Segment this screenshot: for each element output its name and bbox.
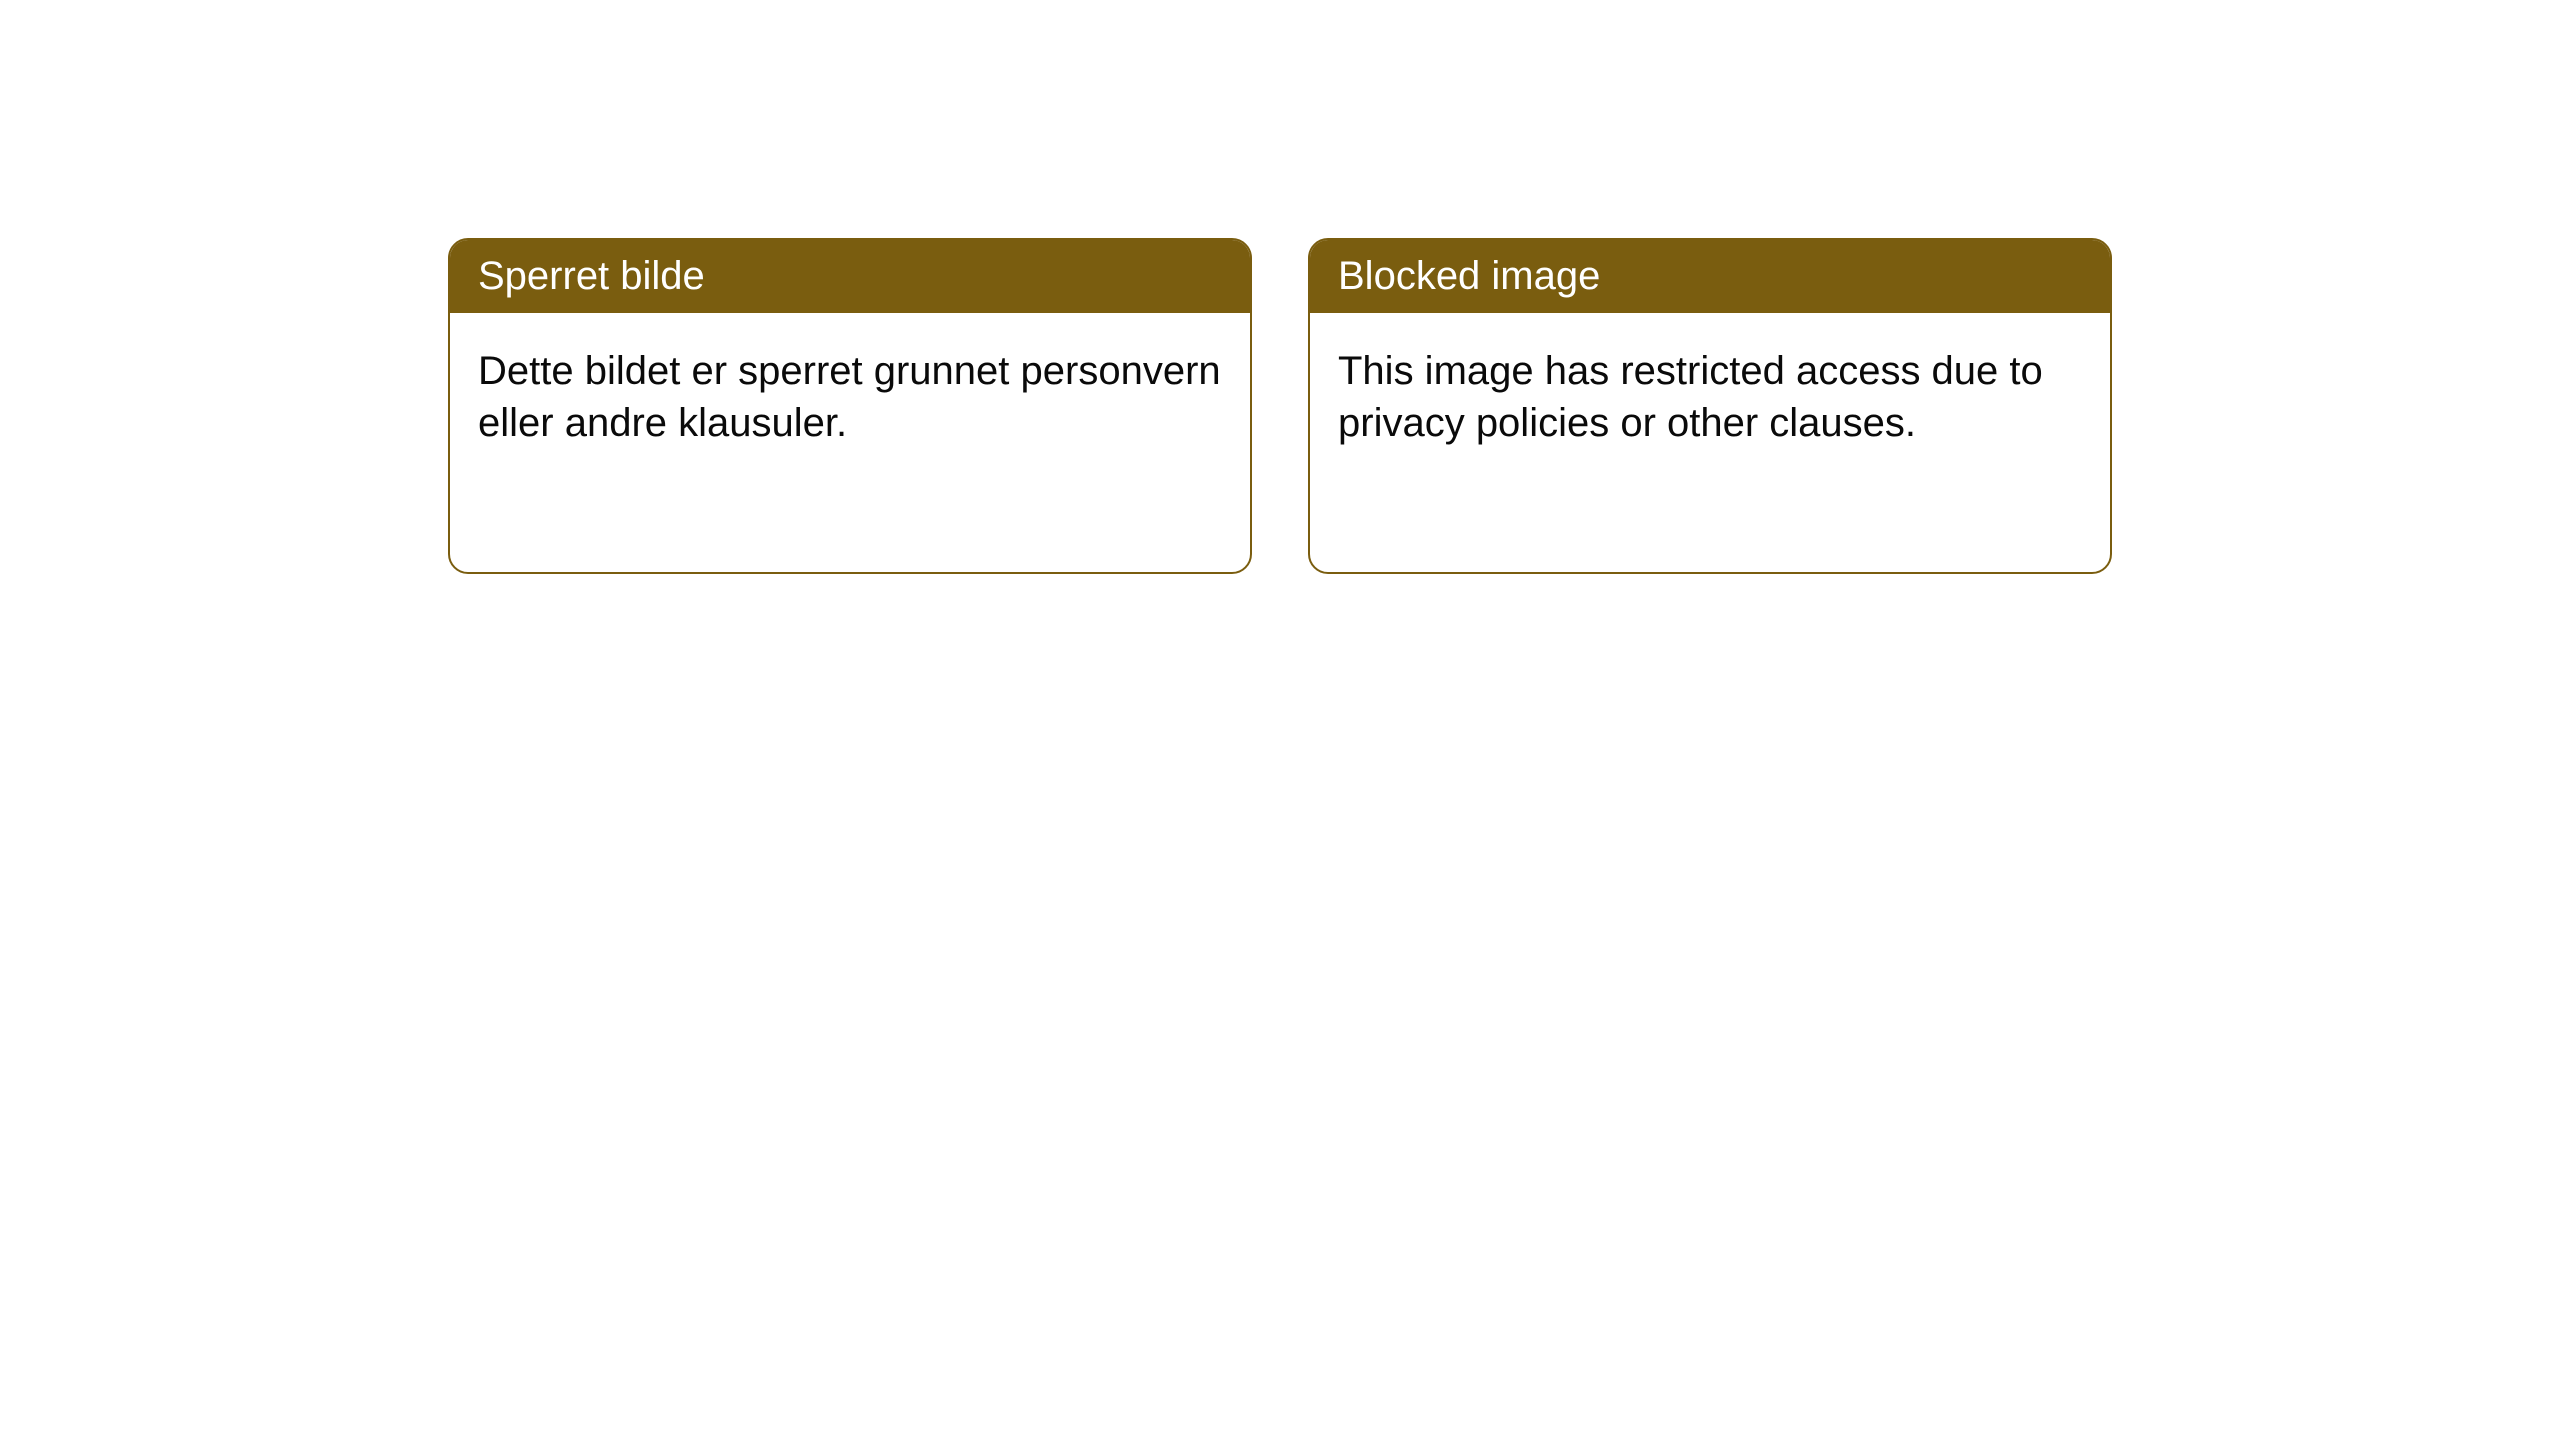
notice-body: Dette bildet er sperret grunnet personve… [450,313,1250,481]
notice-title: Blocked image [1338,254,1600,298]
notice-body-text: Dette bildet er sperret grunnet personve… [478,349,1221,445]
notice-box-norwegian: Sperret bilde Dette bildet er sperret gr… [448,238,1252,574]
notice-box-english: Blocked image This image has restricted … [1308,238,2112,574]
notice-body: This image has restricted access due to … [1310,313,2110,481]
notice-container: Sperret bilde Dette bildet er sperret gr… [448,238,2112,574]
notice-header: Blocked image [1310,240,2110,313]
notice-header: Sperret bilde [450,240,1250,313]
notice-body-text: This image has restricted access due to … [1338,349,2043,445]
notice-title: Sperret bilde [478,254,705,298]
